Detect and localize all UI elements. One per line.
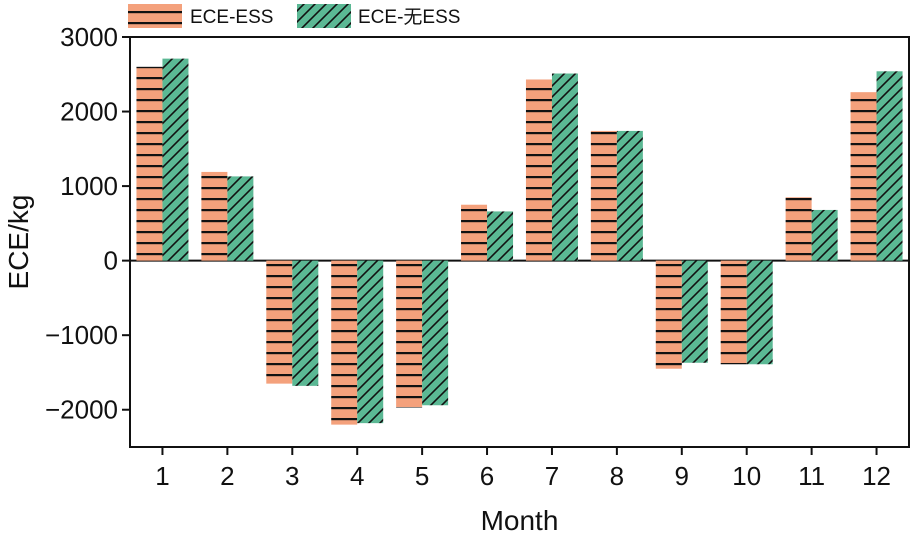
bar-ece-no-ess-month-3 <box>292 260 319 386</box>
x-axis-title: Month <box>481 505 559 535</box>
x-tick-label: 8 <box>610 461 624 491</box>
bar-ece-ess-month-4 <box>331 260 358 425</box>
y-tick-label: 0 <box>104 246 118 276</box>
x-tick-label: 12 <box>862 461 891 491</box>
x-axis-ticks: 1 2 3 4 5 6 7 8 9 10 11 12 <box>155 447 891 491</box>
bar-ece-ess-month-8 <box>590 130 617 261</box>
bar-ece-no-ess-month-10 <box>746 260 773 365</box>
y-axis-ticks: −2000 −1000 0 1000 2000 3000 <box>45 22 130 425</box>
bar-ece-ess-month-9 <box>655 260 682 369</box>
bar-ece-ess-month-10 <box>720 260 747 365</box>
bar-ece-ess-month-2 <box>201 171 228 261</box>
bar-ece-ess-month-5 <box>396 260 423 408</box>
x-tick-label: 4 <box>350 461 364 491</box>
bar-ece-ess-month-1 <box>136 66 163 261</box>
bar-ece-no-ess-month-11 <box>811 209 838 261</box>
bars-group <box>136 58 903 425</box>
plot-border <box>129 36 910 448</box>
x-tick-label: 5 <box>415 461 429 491</box>
legend-label-ece-ess: ECE-ESS <box>190 7 273 28</box>
y-tick-label: −1000 <box>45 320 118 350</box>
y-tick-label: −2000 <box>45 395 118 425</box>
bar-ece-no-ess-month-5 <box>422 260 449 406</box>
x-tick-label: 10 <box>732 461 761 491</box>
x-tick-label: 6 <box>480 461 494 491</box>
bar-ece-no-ess-month-7 <box>551 73 578 261</box>
legend-label-ece-no-ess: ECE-无ESS <box>358 7 460 28</box>
bar-ece-no-ess-month-9 <box>681 260 708 363</box>
y-tick-label: 2000 <box>60 97 118 127</box>
x-tick-label: 2 <box>220 461 234 491</box>
bar-ece-no-ess-month-12 <box>876 71 903 261</box>
y-tick-label: 3000 <box>60 22 118 52</box>
bar-ece-no-ess-month-1 <box>162 58 189 261</box>
y-tick-label: 1000 <box>60 171 118 201</box>
y-axis-title: ECE/kg <box>3 195 34 290</box>
bar-ece-no-ess-month-6 <box>487 211 514 261</box>
bar-ece-no-ess-month-8 <box>616 130 643 261</box>
bar-ece-ess-month-11 <box>785 197 812 261</box>
bar-ece-ess-month-6 <box>461 204 488 261</box>
x-tick-label: 9 <box>675 461 689 491</box>
legend: ECE-ESS ECE-无ESS <box>128 4 460 28</box>
bar-ece-ess-month-7 <box>525 79 552 261</box>
legend-swatch-ece-ess <box>128 4 182 28</box>
bar-ece-no-ess-month-2 <box>227 176 254 261</box>
x-tick-label: 7 <box>545 461 559 491</box>
bar-ece-ess-month-12 <box>850 92 877 261</box>
x-tick-label: 11 <box>798 461 825 491</box>
bar-ece-no-ess-month-4 <box>357 260 384 424</box>
legend-swatch-ece-no-ess <box>297 4 351 28</box>
bar-ece-ess-month-3 <box>266 260 293 384</box>
plot-frame <box>129 36 910 448</box>
x-tick-label: 3 <box>285 461 299 491</box>
x-tick-label: 1 <box>155 461 169 491</box>
